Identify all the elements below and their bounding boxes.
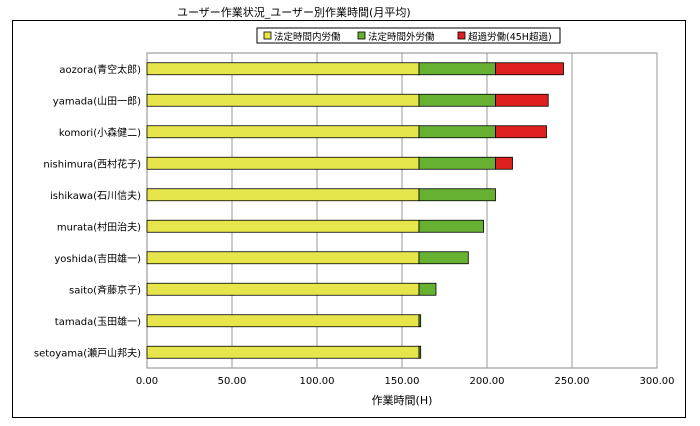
category-labels: aozora(青空太郎) yamada(山田一郎) komori(小森健二) nish… <box>34 63 141 360</box>
bar-segment <box>495 125 547 139</box>
bar-segment <box>146 125 420 139</box>
bar-segment <box>418 314 422 328</box>
bar-segment <box>418 282 437 296</box>
category-label: yoshida(吉田雄一) <box>54 252 141 265</box>
bar-segment <box>495 62 564 76</box>
category-label: murata(村田治夫) <box>57 220 141 233</box>
legend-label: 法定時間外労働 <box>368 31 435 43</box>
x-tick-labels: 0.00 50.00 100.00 150.00 200.00 250.00 300.00 <box>136 376 675 387</box>
bar-segment <box>418 219 484 233</box>
x-tick-label: 250.00 <box>555 376 590 387</box>
bar-segment <box>495 156 513 170</box>
bar-segment <box>146 156 420 170</box>
category-label: yamada(山田一郎) <box>53 94 141 107</box>
bar-segment <box>146 282 420 296</box>
bar-segment <box>418 345 422 359</box>
category-label: setoyama(瀬戸山邦夫) <box>34 346 141 359</box>
legend-swatch <box>457 31 466 40</box>
category-label: aozora(青空太郎) <box>59 63 141 76</box>
legend-label: 超過労働(45H超過) <box>468 31 552 43</box>
category-label: nishimura(西村花子) <box>43 157 141 170</box>
bar-segment <box>146 314 420 328</box>
bar-series <box>146 62 564 359</box>
bar-segment <box>418 188 496 202</box>
category-label: komori(小森健二) <box>59 126 141 139</box>
x-tick-label: 0.00 <box>136 376 158 387</box>
x-tick-label: 100.00 <box>300 376 335 387</box>
bar-segment <box>418 93 496 107</box>
bar-segment <box>146 62 420 76</box>
x-tick-label: 50.00 <box>218 376 247 387</box>
legend-box <box>256 27 561 44</box>
category-label: saito(斉藤京子) <box>69 283 141 296</box>
chart-title: ユーザー作業状況_ユーザー別作業時間(月平均) <box>177 6 411 19</box>
category-label: tamada(玉田雄一) <box>55 315 141 328</box>
x-axis-label: 作業時間(H) <box>372 394 433 407</box>
legend-label: 法定時間内労働 <box>274 31 341 43</box>
x-tick-label: 300.00 <box>640 376 675 387</box>
bar-segment <box>146 251 420 265</box>
bar-segment <box>495 93 549 107</box>
bar-segment <box>146 188 420 202</box>
x-tick-label: 150.00 <box>385 376 420 387</box>
legend-swatch <box>357 31 366 40</box>
bar-segment <box>146 93 420 107</box>
category-label: ishikawa(石川信夫) <box>50 190 141 202</box>
bar-segment <box>418 125 496 139</box>
bar-segment <box>418 251 469 265</box>
legend-swatch <box>263 31 272 40</box>
bar-segment <box>146 219 420 233</box>
x-tick-label: 200.00 <box>470 376 505 387</box>
bar-segment <box>146 345 420 359</box>
bar-segment <box>418 156 496 170</box>
bar-segment <box>418 62 496 76</box>
legend: 法定時間内労働 法定時間外労働 超過労働(45H超過) <box>256 27 561 44</box>
